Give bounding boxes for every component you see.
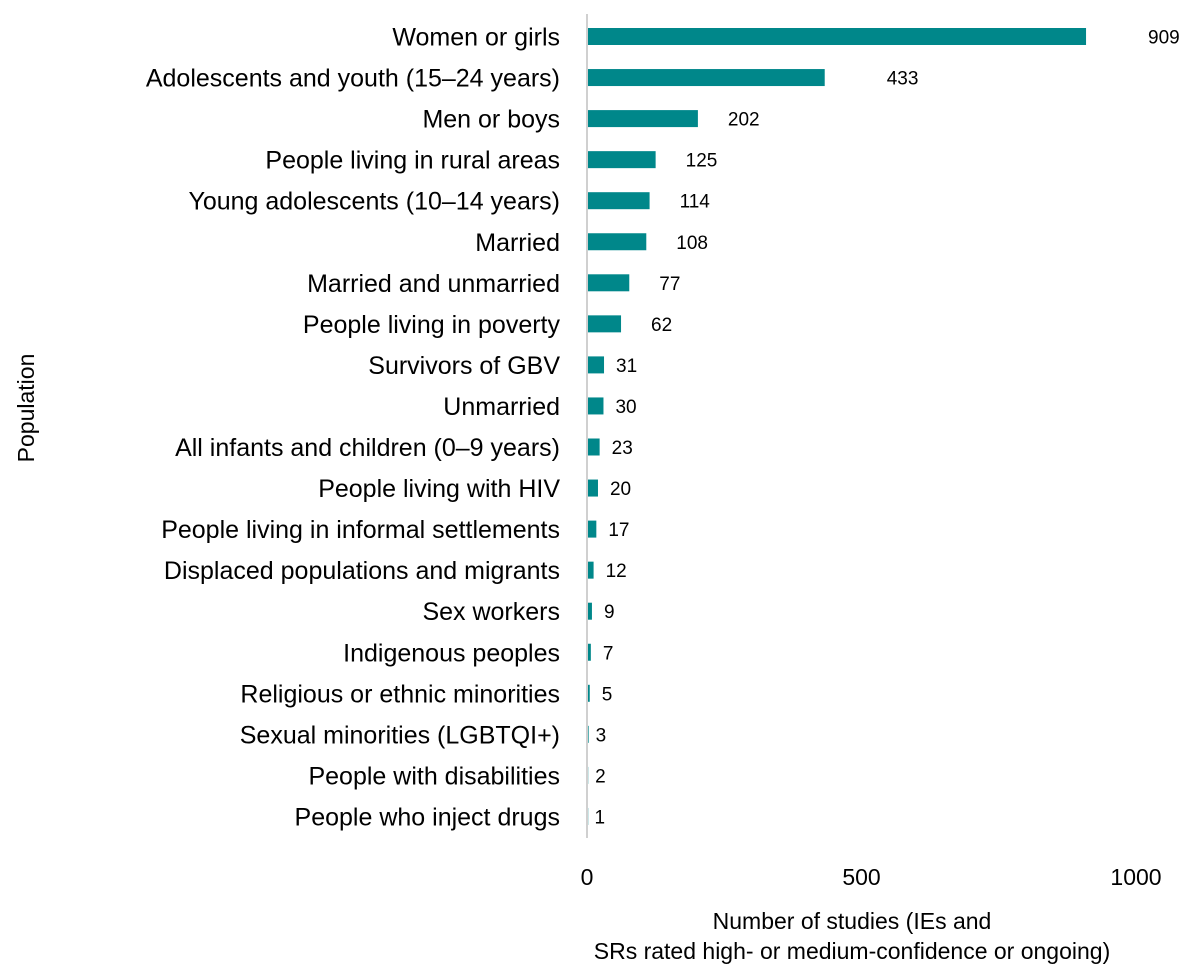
value-label: 1 [595,807,606,828]
category-label: Married and unmarried [307,270,560,298]
value-label: 62 [651,315,672,336]
bar-sex-workers [587,602,592,620]
x-tick-label: 500 [842,864,880,890]
category-label: Survivors of GBV [368,352,560,380]
bar-people-living-in-rural-areas [587,151,656,169]
bar-people-living-in-informal-settlements [587,520,597,538]
category-label: All infants and children (0–9 years) [175,434,560,462]
bar-married-and-unmarried [587,274,630,292]
category-label: Women or girls [392,24,560,52]
value-label: 3 [596,725,607,746]
value-label: 108 [676,233,708,254]
category-label: Unmarried [443,393,560,421]
bar-displaced-populations-and-migrants [587,561,594,579]
bar-people-living-in-poverty [587,315,622,333]
category-label: Young adolescents (10–14 years) [188,188,560,216]
value-label: 9 [604,602,615,623]
bar-men-or-boys [587,110,698,128]
category-label: People living in informal settlements [161,516,560,544]
value-label: 17 [608,520,629,541]
value-label: 7 [603,643,614,664]
bar-all-infants-and-children-0-9-years [587,438,600,456]
value-label: 2 [595,766,606,787]
bar-survivors-of-gbv [587,356,605,374]
x-axis-title-line2: SRs rated high- or medium-confidence or … [594,938,1111,964]
category-label: Adolescents and youth (15–24 years) [146,65,560,93]
category-label: Religious or ethnic minorities [240,680,560,708]
value-label: 20 [610,479,631,500]
value-label: 5 [602,684,613,705]
value-label: 114 [680,192,711,213]
category-label: People living with HIV [318,475,560,503]
value-labels: 909 433 202 125 114 108 77 62 31 30 23 20 17 12 9 7 5 3 2 1 [595,28,1180,829]
x-axis-ticks: 0 500 1000 [581,864,1162,890]
category-label: Displaced populations and migrants [164,557,560,585]
category-label: Men or boys [422,106,560,134]
category-label: Sex workers [422,598,560,626]
value-label: 77 [659,274,680,295]
bars-layer [587,28,1087,825]
bar-married [587,233,647,251]
x-tick-label: 0 [581,864,594,890]
bar-people-living-with-hiv [587,479,598,497]
category-label: People with disabilities [308,762,560,790]
value-label: 202 [728,110,760,131]
value-label: 433 [887,69,919,90]
category-label: People living in rural areas [265,147,560,175]
value-label: 909 [1148,28,1180,49]
category-label: People who inject drugs [295,803,560,831]
category-label: Sexual minorities (LGBTQI+) [240,721,560,749]
x-tick-label: 1000 [1110,864,1161,890]
bar-adolescents-and-youth-15-24-years [587,69,825,87]
value-label: 23 [612,438,633,459]
category-label: Married [475,229,560,257]
category-labels: Women or girls Adolescents and youth (15–… [146,24,561,832]
category-label: People living in poverty [303,311,561,339]
y-axis-title: Population [13,354,39,463]
value-label: 12 [606,561,627,582]
value-label: 31 [616,356,637,377]
bar-unmarried [587,397,604,415]
bar-women-or-girls [587,28,1087,45]
bar-indigenous-peoples [587,643,591,661]
value-label: 30 [615,397,636,418]
bar-religious-or-ethnic-minorities [587,684,590,702]
x-axis-title-line1: Number of studies (IEs and [713,908,992,934]
bar-young-adolescents-10-14-years [587,192,650,210]
value-label: 125 [686,151,718,172]
category-label: Indigenous peoples [343,639,560,667]
